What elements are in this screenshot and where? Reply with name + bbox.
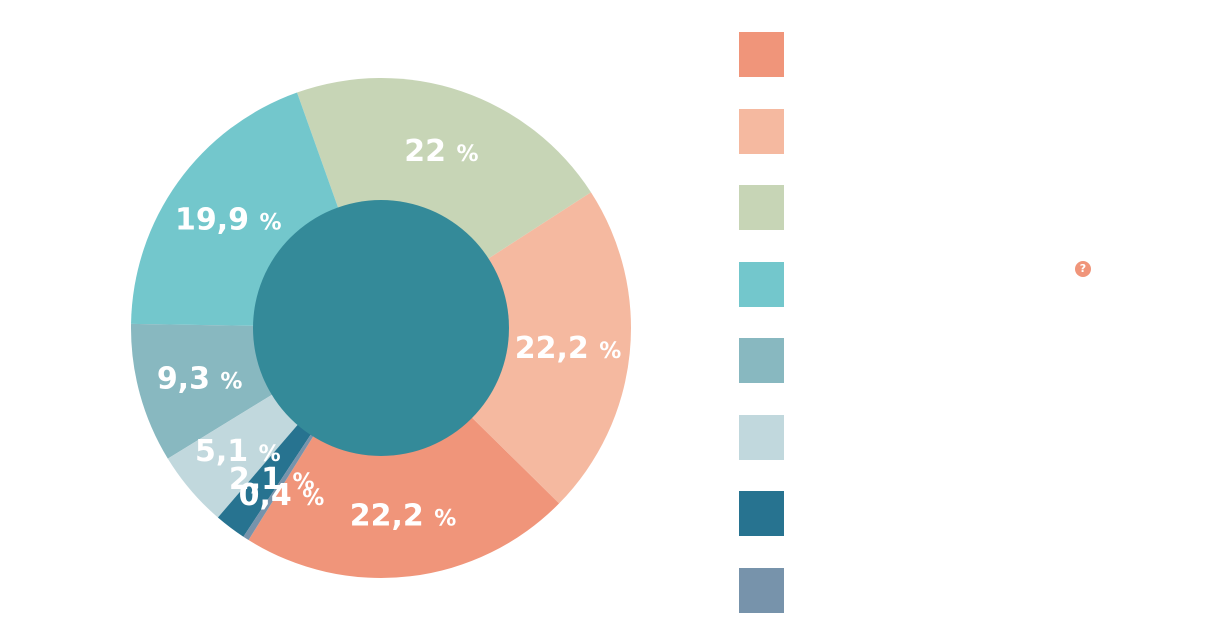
slice-data-label: 22 % bbox=[404, 134, 478, 169]
legend-swatch bbox=[739, 338, 784, 383]
slice-data-label: 2,1 % bbox=[229, 462, 315, 497]
legend-swatch bbox=[739, 415, 784, 460]
legend-swatch bbox=[739, 185, 784, 230]
slice-data-label: 5,1 % bbox=[195, 434, 281, 469]
donut-center bbox=[253, 200, 509, 456]
legend-swatch bbox=[739, 32, 784, 77]
legend-swatch bbox=[739, 262, 784, 307]
legend-item[interactable] bbox=[739, 262, 1159, 308]
donut-chart: 22,2 % 22,2 % 22 % 19,9 % 9,3 % 5,1 %2,1 %0,4… bbox=[131, 77, 632, 579]
legend-item[interactable] bbox=[739, 338, 1159, 384]
legend-swatch bbox=[739, 568, 784, 613]
legend-item[interactable] bbox=[739, 185, 1159, 231]
legend-item[interactable] bbox=[739, 568, 1159, 614]
legend-swatch bbox=[739, 491, 784, 536]
slice-data-label: 19,9 % bbox=[175, 202, 282, 237]
legend-item[interactable] bbox=[739, 415, 1159, 461]
slice-data-label: 22,2 % bbox=[515, 331, 622, 366]
legend-item[interactable] bbox=[739, 491, 1159, 537]
legend-item[interactable] bbox=[739, 32, 1159, 78]
legend-swatch bbox=[739, 109, 784, 154]
help-icon[interactable]: ? bbox=[1075, 261, 1091, 277]
slice-data-label: 9,3 % bbox=[157, 362, 243, 397]
slice-data-label: 22,2 % bbox=[350, 499, 457, 534]
legend-item[interactable] bbox=[739, 109, 1159, 155]
slice-data-label: 0,4 % bbox=[239, 478, 325, 513]
